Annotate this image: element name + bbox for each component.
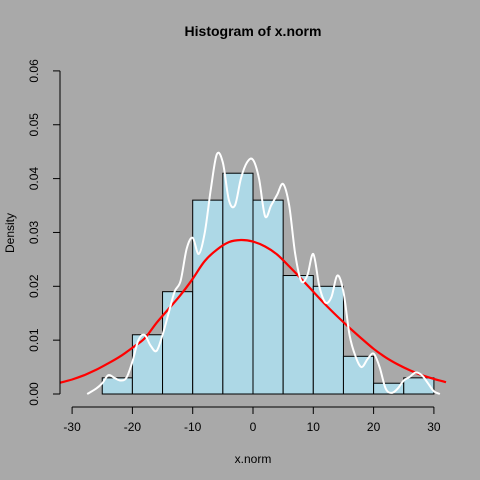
y-tick-label: 0.04: [27, 167, 41, 191]
x-axis: -30 -20 -10 0 10 20 30: [63, 406, 441, 434]
y-tick-label: 0.01: [27, 328, 41, 352]
x-tick-label: -10: [184, 420, 202, 434]
y-axis: 0.00 0.01 0.02 0.03 0.04 0.05 0.06: [27, 59, 61, 406]
x-tick-label: 20: [367, 420, 381, 434]
histogram-bar-2: [162, 291, 194, 395]
normal-curve-line: [59, 238, 447, 384]
y-tick-label: 0.05: [27, 113, 41, 137]
histogram-bar-4: [222, 172, 254, 395]
y-tick-label: 0.02: [27, 274, 41, 298]
histogram-bar-3: [192, 199, 224, 395]
curve-layer: [59, 151, 447, 395]
density-curve-line: [86, 151, 441, 395]
y-tick-label: 0.03: [27, 220, 41, 244]
histogram-bar-5: [252, 199, 284, 395]
x-tick-label: 30: [427, 420, 441, 434]
histogram-bars: [101, 172, 435, 395]
x-tick-label: -30: [63, 420, 81, 434]
y-axis-label: Density: [3, 213, 17, 253]
y-tick-label: 0.06: [27, 59, 41, 83]
x-axis-label: x.norm: [235, 452, 272, 466]
x-tick-label: -20: [124, 420, 142, 434]
x-tick-label: 10: [307, 420, 321, 434]
chart-title: Histogram of x.norm: [185, 23, 322, 39]
histogram-bar-7: [312, 285, 344, 395]
histogram-bar-6: [282, 275, 314, 395]
y-tick-label: 0.00: [27, 382, 41, 406]
x-tick-label: 0: [250, 420, 257, 434]
